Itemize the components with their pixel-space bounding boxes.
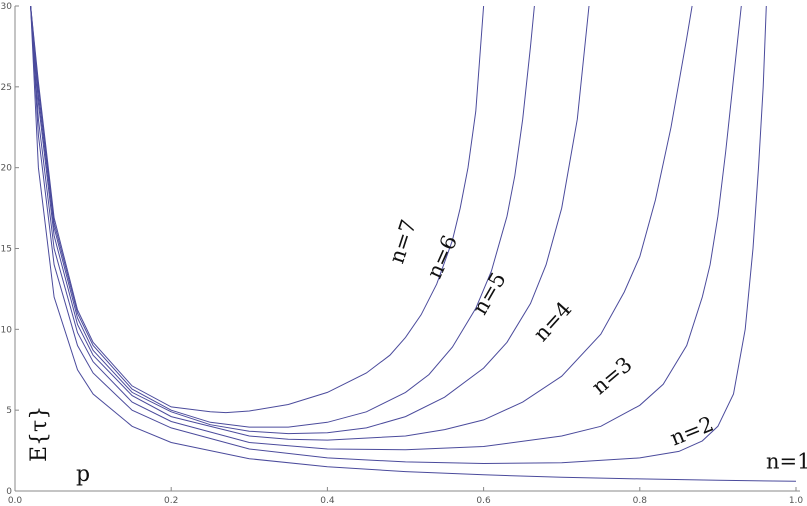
curve-label-n3: n=3 [587, 352, 637, 399]
x-tick-label: 1.0 [789, 496, 804, 506]
series-line-n7 [30, 5, 485, 414]
curve-label-n2: n=2 [667, 412, 717, 451]
y-tick-label: 5 [6, 406, 12, 416]
series-lines [30, 5, 797, 482]
x-ticks: 0.0 0.2 0.4 0.6 0.8 1.0 [8, 487, 804, 506]
curve-labels: n=1 n=2 n=3n=4 n=5n=6n=7 [384, 217, 807, 474]
x-tick-label: 0.8 [633, 496, 648, 506]
y-tick-label: 30 [1, 2, 13, 12]
y-tick-label: 20 [1, 164, 13, 174]
y-tick-label: 15 [1, 245, 12, 255]
series-line-n1 [30, 5, 797, 482]
series-line-n5 [30, 5, 590, 435]
series-line-n3 [30, 5, 742, 451]
y-tick-label: 0 [6, 487, 12, 497]
x-tick-label: 0.2 [164, 496, 178, 506]
x-tick-label: 0.0 [8, 496, 23, 506]
y-tick-label: 25 [1, 83, 12, 93]
y-tick-label: 10 [1, 325, 13, 335]
series-line-n6 [30, 5, 535, 428]
y-axis-title: E{τ} [27, 406, 52, 462]
curve-label-n5: n=5 [468, 268, 511, 319]
curve-label-n7: n=7 [384, 217, 421, 267]
series-line-n2 [30, 5, 767, 465]
curve-label-n1: n=1 [766, 449, 807, 473]
x-tick-label: 0.6 [476, 496, 491, 506]
series-line-n4 [30, 5, 693, 441]
x-tick-label: 0.4 [320, 496, 335, 506]
x-axis-title: p [76, 462, 90, 487]
curve-label-n4: n=4 [529, 297, 577, 346]
y-ticks: 0 5 10 15 20 25 30 [1, 2, 19, 497]
curve-label-n6: n=6 [422, 232, 462, 282]
